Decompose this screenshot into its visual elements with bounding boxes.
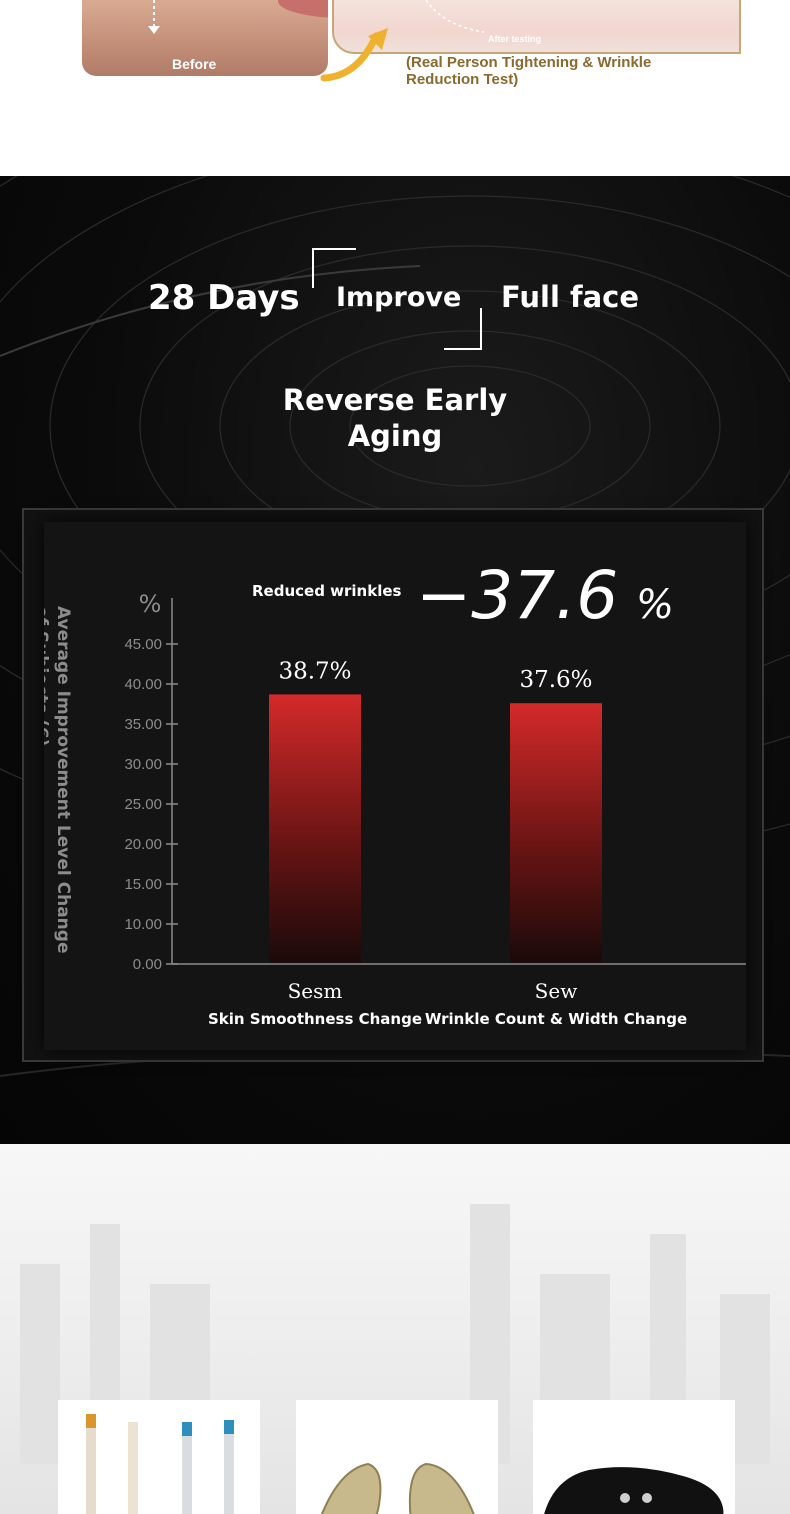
x-category-label: Sesm [288, 979, 343, 1003]
before-after-strip: Before After testing (Real Person Tighte… [0, 0, 790, 176]
y-tick-label: 10.00 [124, 916, 162, 933]
y-tick-label: 15.00 [124, 876, 162, 893]
test-caption: (Real Person Tightening & Wrinkle Reduct… [406, 54, 652, 88]
x-category-description: Wrinkle Count & Width Change [425, 1010, 687, 1028]
bar-chart: % 0.00 10.00 15.00 20.00 25.00 30.00 35.00 40.00… [44, 557, 746, 1028]
y-axis-title: Average Improvement Level Change [53, 606, 73, 953]
headline-full-face: Full face [501, 280, 640, 314]
results-section: 28 Days Improve Full face Reverse Early … [0, 176, 790, 1144]
after-photo [332, 0, 741, 54]
before-arrow-icon [320, 28, 388, 82]
y-unit-label: % [139, 590, 162, 618]
x-category-label: Sew [535, 979, 578, 1003]
subtitle: Reverse Early Aging [282, 383, 508, 453]
before-photo [82, 0, 328, 76]
face-mask-icon [544, 1467, 724, 1514]
chart-panel: % 0.00 10.00 15.00 20.00 25.00 30.00 35.00 40.00… [44, 522, 746, 1050]
y-tick-label: 0.00 [133, 956, 162, 973]
highlight-value-percent: % [636, 582, 674, 628]
y-tick-label: 45.00 [124, 636, 162, 653]
before-guide-lines [148, 0, 160, 34]
product-card-pads [296, 1400, 498, 1514]
highlight-label: Reduced wrinkles [252, 582, 402, 600]
highlight-value: −37.6 [416, 557, 618, 634]
headline-improve: Improve [336, 282, 462, 313]
bar-sesm [269, 694, 361, 963]
bar-value-label: 37.6% [519, 667, 592, 693]
bar-value-label: 38.7% [278, 658, 351, 684]
y-tick-label: 25.00 [124, 796, 162, 813]
after-guide-lines [425, 0, 485, 33]
x-category-description: Skin Smoothness Change [208, 1010, 422, 1028]
headline-days: 28 Days [148, 278, 300, 318]
before-label: Before [172, 56, 217, 72]
gel-pads-icon [320, 1462, 475, 1514]
y-tick-label: 40.00 [124, 676, 162, 693]
product-card-mask [533, 1400, 735, 1514]
electrode-strips-icon [86, 1414, 234, 1514]
product-card-strips [58, 1400, 260, 1514]
accessories-section [0, 1144, 790, 1514]
y-axis-title-line2: of Subjects (6) [44, 606, 51, 746]
y-tick-label: 30.00 [124, 756, 162, 773]
bracket-left [312, 248, 356, 288]
after-label: After testing [488, 34, 542, 44]
bracket-right [444, 308, 482, 350]
y-tick-label: 35.00 [124, 716, 162, 733]
bar-sew [510, 703, 602, 963]
y-tick-label: 20.00 [124, 836, 162, 853]
